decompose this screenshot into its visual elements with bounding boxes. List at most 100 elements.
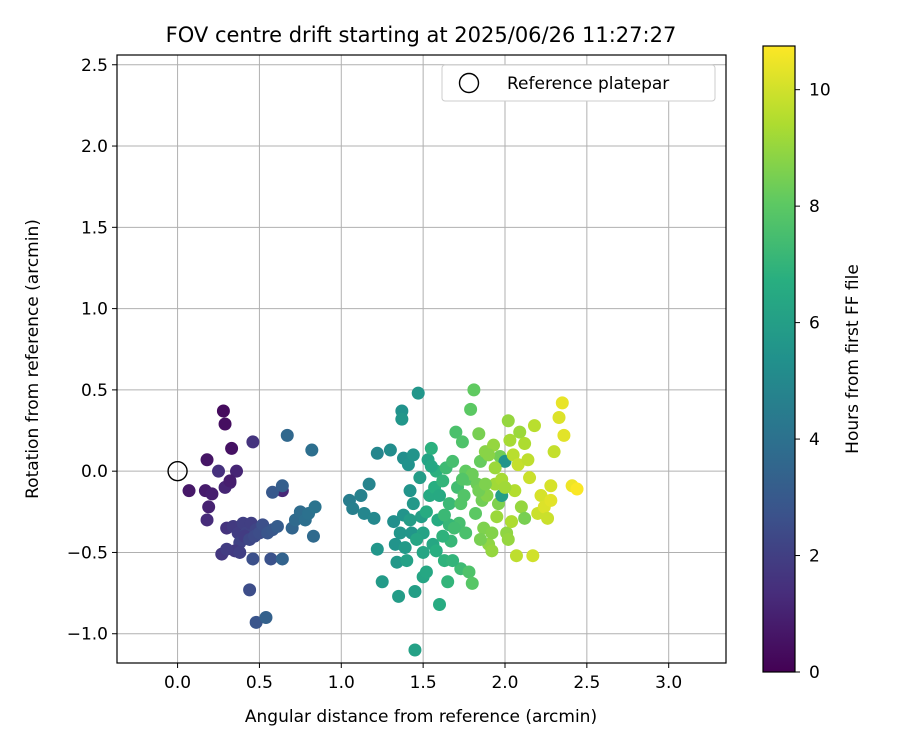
data-point	[410, 532, 424, 546]
data-point	[433, 489, 447, 503]
data-point	[280, 428, 294, 442]
data-point	[411, 386, 425, 400]
data-point	[370, 446, 384, 460]
colorbar-tick-label: 0	[809, 663, 820, 683]
data-point	[308, 500, 322, 514]
data-point	[388, 537, 402, 551]
data-point	[357, 506, 371, 520]
data-point	[413, 471, 427, 485]
data-point	[511, 458, 525, 472]
data-point	[447, 521, 461, 535]
data-point	[367, 511, 381, 525]
x-tick-label: 3.0	[655, 673, 682, 693]
data-point	[541, 511, 555, 525]
data-point	[429, 544, 443, 558]
data-point	[346, 502, 360, 516]
data-point	[442, 497, 456, 511]
data-point	[506, 448, 520, 462]
data-point	[246, 435, 260, 449]
data-point	[259, 610, 273, 624]
data-point	[467, 383, 481, 397]
data-point	[509, 549, 523, 563]
legend-marker-icon	[458, 72, 480, 94]
data-point	[505, 515, 519, 529]
plot-frame	[116, 54, 727, 664]
legend: Reference platepar	[441, 64, 716, 102]
data-point	[547, 445, 561, 459]
data-point	[182, 484, 196, 498]
colorbar: 0 2 4 6 8 10 Hours from first FF file	[762, 45, 863, 683]
reference-marker	[167, 460, 188, 482]
data-point	[200, 513, 214, 527]
data-point	[455, 472, 469, 486]
data-point	[305, 443, 319, 457]
data-point	[387, 515, 401, 529]
data-point	[570, 482, 584, 496]
data-point	[465, 576, 479, 590]
data-point	[220, 542, 234, 556]
data-point	[472, 427, 486, 441]
data-point	[473, 532, 487, 546]
chart-title: FOV centre drift starting at 2025/06/26 …	[166, 23, 677, 47]
data-point	[392, 589, 406, 603]
data-point	[225, 441, 239, 455]
data-point	[436, 529, 450, 543]
data-point	[508, 484, 522, 498]
grid-lines	[117, 55, 726, 663]
colorbar-tick-label: 4	[809, 430, 820, 450]
y-tick-label: 0.5	[81, 381, 108, 401]
data-point	[370, 542, 384, 556]
data-point	[419, 565, 433, 579]
data-point	[246, 552, 260, 566]
data-point	[233, 545, 247, 559]
data-point	[223, 474, 237, 488]
data-point	[205, 487, 219, 501]
data-point	[485, 526, 499, 540]
y-tick-label: −0.5	[67, 543, 108, 563]
data-point	[441, 575, 455, 589]
data-point	[401, 458, 415, 472]
data-point	[490, 510, 504, 524]
data-point	[464, 402, 478, 416]
legend-box	[441, 64, 716, 102]
data-point	[202, 500, 216, 514]
data-point	[544, 479, 558, 493]
data-point	[498, 480, 512, 494]
data-point	[275, 479, 289, 493]
y-tick-label: 1.0	[81, 300, 108, 320]
data-point	[501, 414, 515, 428]
data-point	[406, 448, 420, 462]
colorbar-tick-label: 6	[809, 314, 820, 334]
colorbar-tick-label: 10	[809, 81, 831, 101]
x-axis-ticks: 0.0 0.5 1.0 1.5 2.0 2.5 3.0	[164, 663, 682, 693]
data-point	[408, 584, 422, 598]
colorbar-ticks: 0 2 4 6 8 10	[795, 81, 831, 683]
data-point	[375, 575, 389, 589]
data-point	[462, 565, 476, 579]
data-point	[459, 526, 473, 540]
data-point	[266, 485, 280, 499]
x-tick-label: 1.5	[410, 673, 437, 693]
data-point	[514, 500, 528, 514]
data-point	[264, 552, 278, 566]
data-point	[403, 513, 417, 527]
data-point	[488, 461, 502, 475]
data-point	[395, 412, 409, 426]
x-tick-label: 0.0	[164, 673, 191, 693]
colorbar-gradient	[762, 45, 796, 673]
reference-marker-layer	[167, 460, 188, 482]
x-tick-label: 0.5	[246, 673, 273, 693]
x-axis-label: Angular distance from reference (arcmin)	[245, 707, 597, 727]
data-point	[478, 477, 492, 491]
legend-label: Reference platepar	[507, 74, 669, 94]
data-point	[416, 545, 430, 559]
data-point	[243, 583, 257, 597]
data-point	[454, 497, 468, 511]
data-point	[544, 493, 558, 507]
x-tick-label: 2.5	[573, 673, 600, 693]
data-point	[513, 425, 527, 439]
data-point	[212, 464, 225, 478]
data-point	[218, 417, 232, 431]
data-point	[400, 554, 414, 568]
